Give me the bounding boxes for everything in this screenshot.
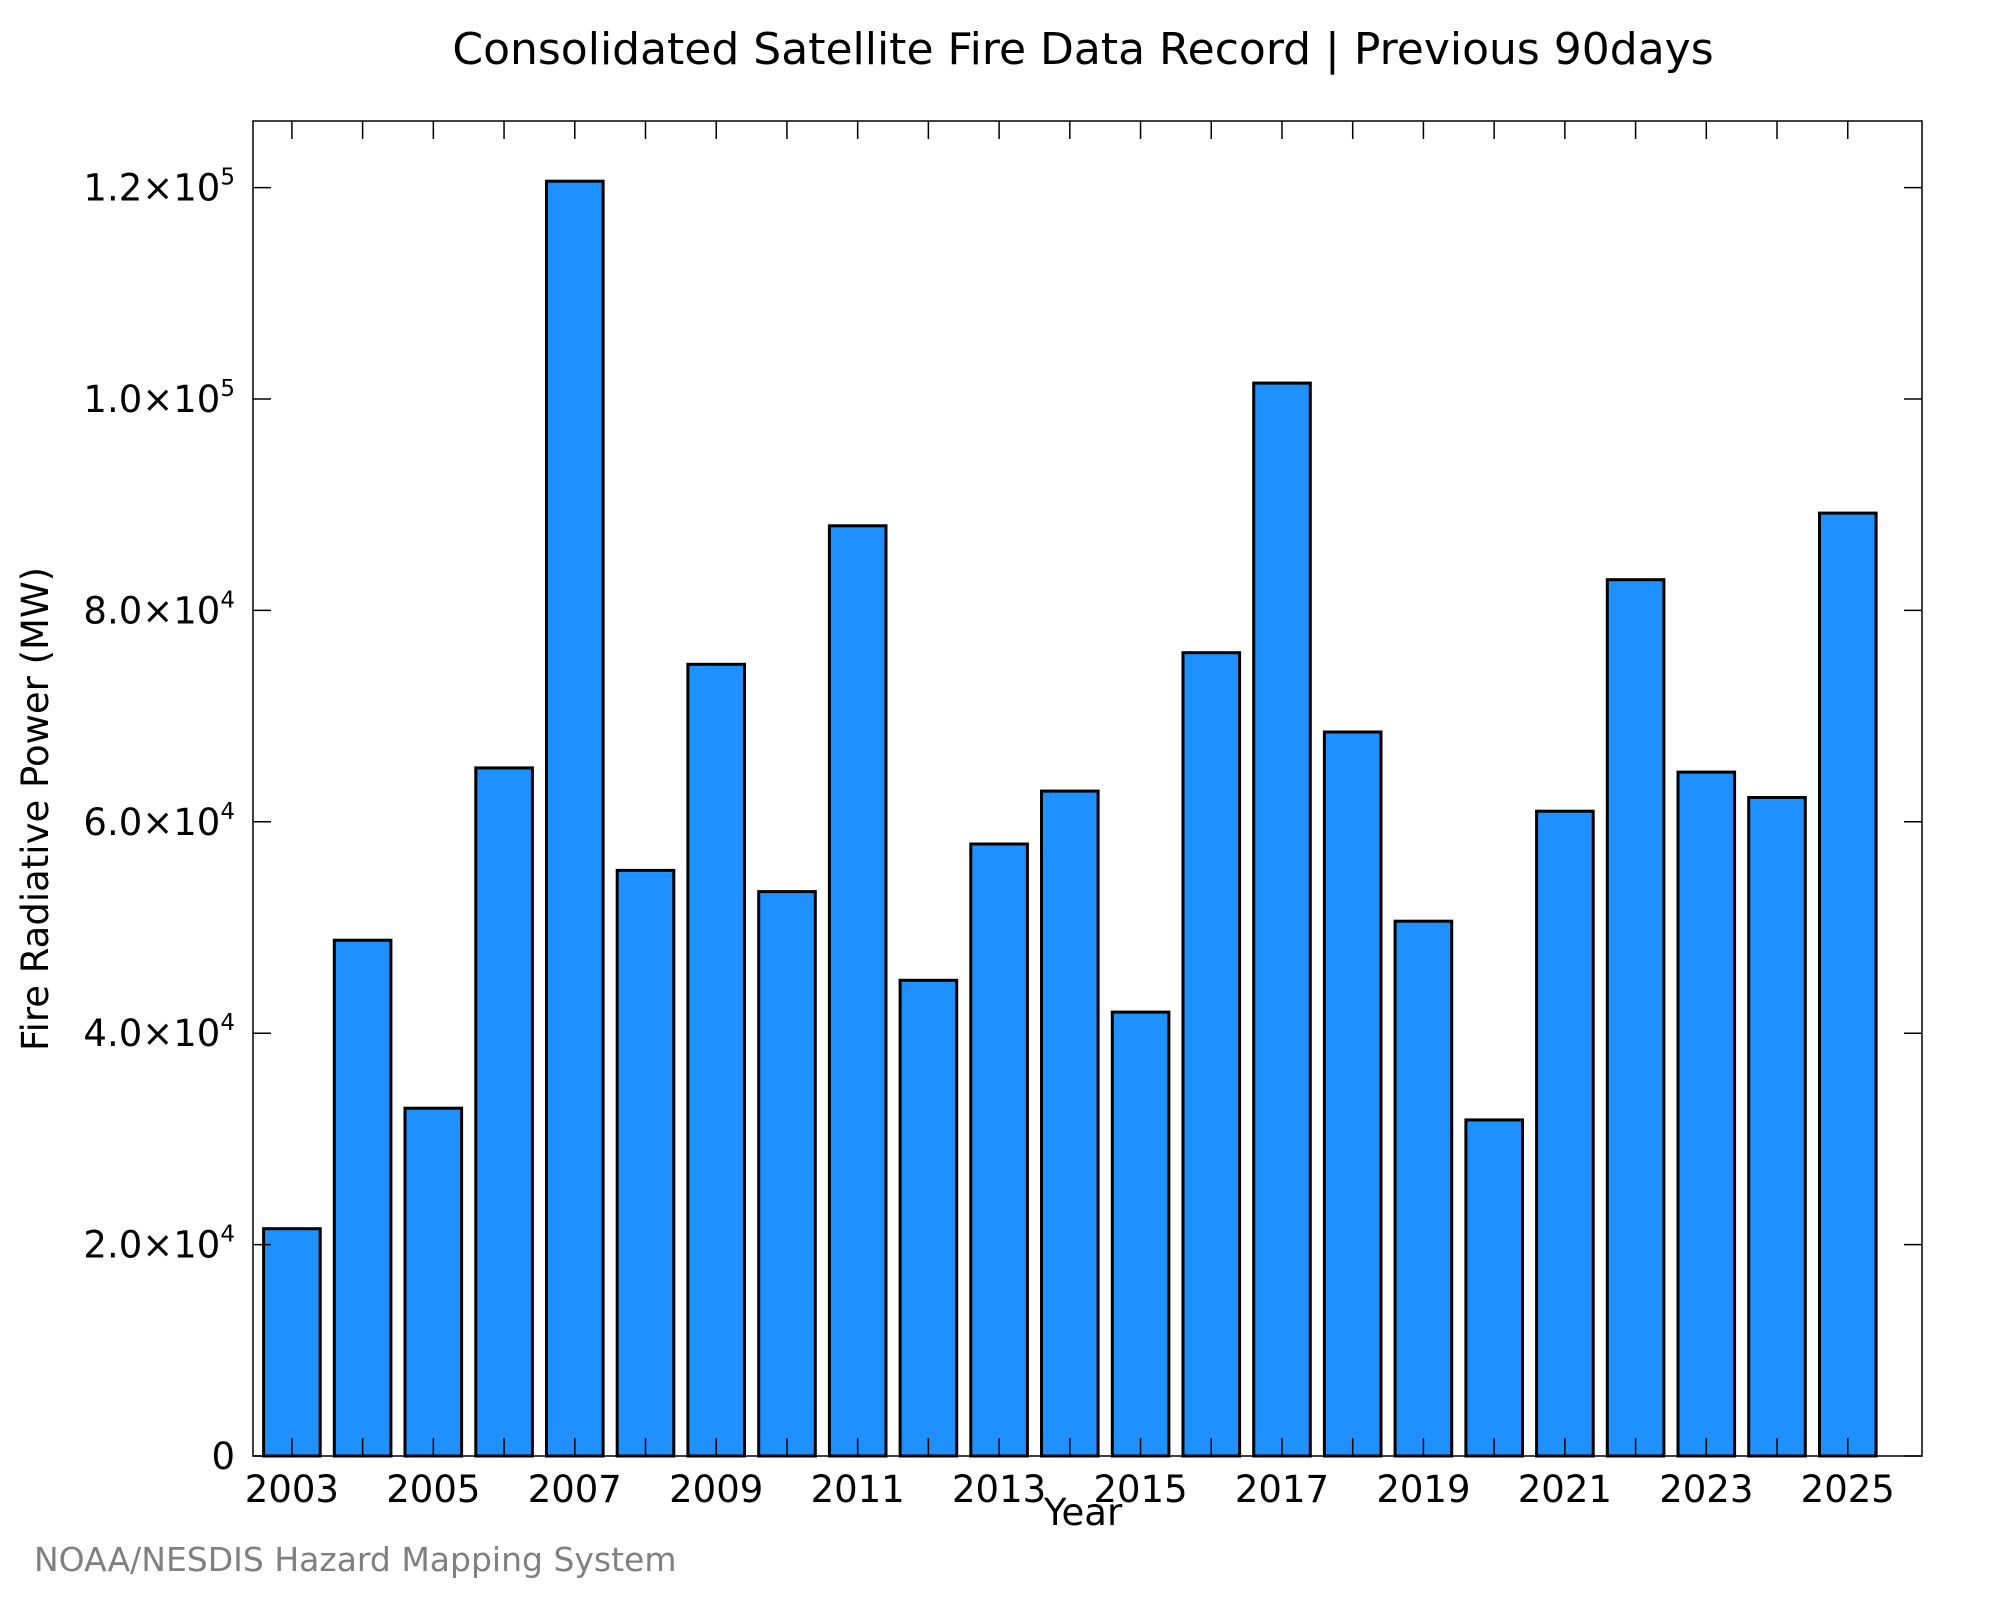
bar-2004	[332, 938, 393, 1458]
x-tick-label: 2005	[386, 1468, 480, 1511]
bar-2007	[545, 179, 605, 1458]
bar-2019	[1393, 919, 1454, 1458]
x-tick-label: 2015	[1093, 1468, 1187, 1511]
x-tick-label: 2023	[1659, 1468, 1753, 1511]
bar-2013	[969, 842, 1029, 1458]
bar-2025	[1818, 511, 1878, 1458]
x-tick-label: 2013	[952, 1468, 1046, 1511]
x-tick-label: 2011	[811, 1468, 905, 1511]
y-axis: 0 2.0×104 4.0×104 6.0×104 8.0×104 1.0×105 1.2×…	[83, 165, 1922, 1478]
bar-2006	[474, 766, 534, 1458]
x-tick-label: 2017	[1235, 1468, 1329, 1511]
bar-2024	[1747, 796, 1807, 1458]
bar-2008	[615, 868, 676, 1458]
x-tick-label: 2021	[1518, 1468, 1612, 1511]
bar-2010	[757, 890, 817, 1458]
bar-2016	[1181, 651, 1242, 1458]
y-tick-label: 1.0×105	[83, 376, 235, 421]
x-tick-label: 2003	[245, 1468, 339, 1511]
y-tick-label: 8.0×104	[83, 587, 235, 632]
bar-2012	[898, 978, 959, 1458]
bar-2015	[1110, 1010, 1171, 1458]
x-tick-label: 2009	[669, 1468, 763, 1511]
x-tick-label: 2025	[1801, 1468, 1895, 1511]
y-tick-label: 2.0×104	[83, 1222, 235, 1267]
bar-2023	[1676, 770, 1737, 1458]
bar-2017	[1252, 381, 1312, 1458]
x-axis-label: Year	[1043, 1491, 1123, 1534]
bar-2021	[1535, 809, 1595, 1458]
bar-2003	[262, 1227, 322, 1458]
x-axis: 2003 2005 2007 2009 2011 2013 2015 2017 2019 2021…	[245, 121, 1895, 1511]
x-tick-label: 2007	[528, 1468, 622, 1511]
bars	[262, 179, 1878, 1458]
y-tick-label: 1.2×105	[83, 165, 235, 210]
bar-2014	[1040, 789, 1100, 1458]
y-tick-label: 4.0×104	[83, 1010, 235, 1055]
bar-2009	[686, 662, 747, 1458]
bar-2018	[1322, 730, 1383, 1458]
plot-border	[252, 120, 1923, 1457]
chart-title: Consolidated Satellite Fire Data Record …	[452, 24, 1713, 75]
credit-text: NOAA/NESDIS Hazard Mapping System	[34, 1540, 677, 1579]
bar-2022	[1605, 578, 1666, 1458]
bar-2011	[827, 524, 888, 1458]
plot-frame	[252, 120, 1923, 1457]
bar-2020	[1464, 1118, 1525, 1458]
bar-2005	[403, 1106, 464, 1458]
y-tick-label: 0	[211, 1435, 235, 1478]
x-tick-label: 2019	[1376, 1468, 1470, 1511]
y-tick-label: 6.0×104	[83, 799, 235, 844]
y-axis-label: Fire Radiative Power (MW)	[14, 567, 57, 1051]
